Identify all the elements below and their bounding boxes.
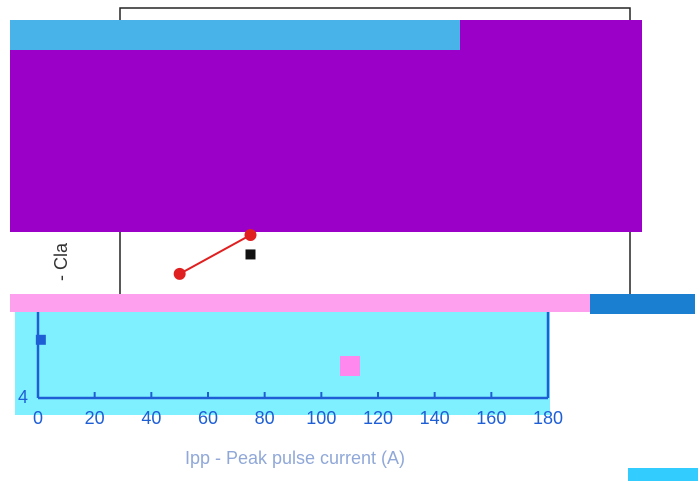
y-tick-label: 4	[18, 387, 28, 407]
x-tick-label: 120	[363, 408, 393, 428]
x-tick-label: 80	[255, 408, 275, 428]
x-axis-label: Ipp - Peak pulse current (A)	[185, 448, 405, 468]
glitch-band	[10, 20, 460, 50]
point	[173, 267, 186, 280]
x-tick-label: 20	[85, 408, 105, 428]
glitch-band	[628, 468, 698, 481]
point	[244, 229, 257, 242]
point	[35, 334, 46, 345]
point	[245, 249, 256, 260]
x-tick-label: 100	[306, 408, 336, 428]
series-line	[179, 234, 251, 275]
x-tick-label: 160	[476, 408, 506, 428]
x-tick-label: 140	[420, 408, 450, 428]
y-axis-label: - Cla	[51, 242, 71, 281]
x-tick-label: 180	[533, 408, 563, 428]
glitch-area	[15, 312, 550, 415]
x-tick-label: 0	[33, 408, 43, 428]
glitch-band	[10, 294, 595, 312]
x-tick-label: 40	[141, 408, 161, 428]
x-tick-label: 60	[198, 408, 218, 428]
glitch-band	[590, 294, 695, 314]
glitch-block	[10, 20, 642, 232]
glitch-square	[340, 356, 360, 376]
